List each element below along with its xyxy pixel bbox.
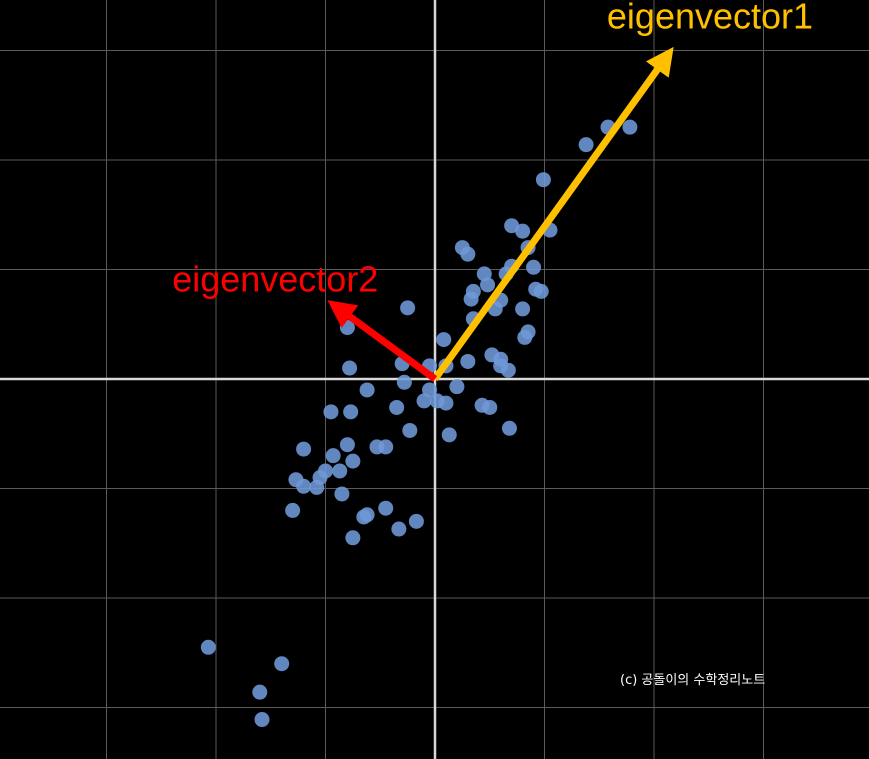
- data-point: [339, 437, 355, 453]
- data-point: [482, 399, 498, 415]
- data-point: [402, 422, 418, 438]
- data-point: [535, 172, 551, 188]
- data-point: [252, 684, 268, 700]
- data-point: [332, 463, 348, 479]
- eigenvector1-arrow: [432, 46, 674, 382]
- eigenvector1-label: eigenvector1: [607, 0, 813, 37]
- data-point: [533, 283, 549, 299]
- data-point: [517, 329, 533, 345]
- data-point: [334, 486, 350, 502]
- data-point: [325, 448, 341, 464]
- data-point: [342, 360, 358, 376]
- data-point: [254, 712, 270, 728]
- data-point: [274, 656, 290, 672]
- data-point: [359, 382, 375, 398]
- data-point: [622, 119, 638, 135]
- data-point: [438, 395, 454, 411]
- data-point: [345, 530, 361, 546]
- data-point: [285, 502, 301, 518]
- data-point: [309, 479, 325, 495]
- data-point: [389, 399, 405, 415]
- data-point: [526, 259, 542, 275]
- watermark: (c) 공돌이의 수학정리노트: [620, 673, 765, 688]
- data-point: [441, 427, 457, 443]
- data-point: [460, 246, 476, 262]
- data-point: [378, 439, 394, 455]
- data-point: [391, 521, 407, 537]
- data-point: [500, 362, 516, 378]
- data-point: [578, 137, 594, 153]
- data-point: [408, 513, 424, 529]
- data-point: [396, 374, 412, 390]
- data-points: [200, 119, 638, 728]
- data-point: [515, 223, 531, 239]
- data-point: [416, 393, 432, 409]
- data-point: [449, 379, 465, 395]
- data-point: [400, 300, 416, 316]
- data-point: [296, 478, 312, 494]
- data-point: [356, 509, 372, 525]
- data-point: [200, 639, 216, 655]
- data-point: [343, 404, 359, 420]
- data-point: [515, 301, 531, 317]
- data-point: [501, 420, 517, 436]
- data-point: [436, 332, 452, 348]
- eigenvector2-label: eigenvector2: [172, 258, 378, 299]
- data-point: [480, 277, 496, 293]
- data-point: [345, 453, 361, 469]
- vector-labels: eigenvector1 eigenvector2: [172, 0, 813, 299]
- data-point: [323, 404, 339, 420]
- eigenvectors: [327, 46, 674, 382]
- data-point: [463, 291, 479, 307]
- data-point: [460, 353, 476, 369]
- data-point: [378, 500, 394, 516]
- data-point: [296, 441, 312, 457]
- eigenvector2-arrow: [327, 300, 438, 382]
